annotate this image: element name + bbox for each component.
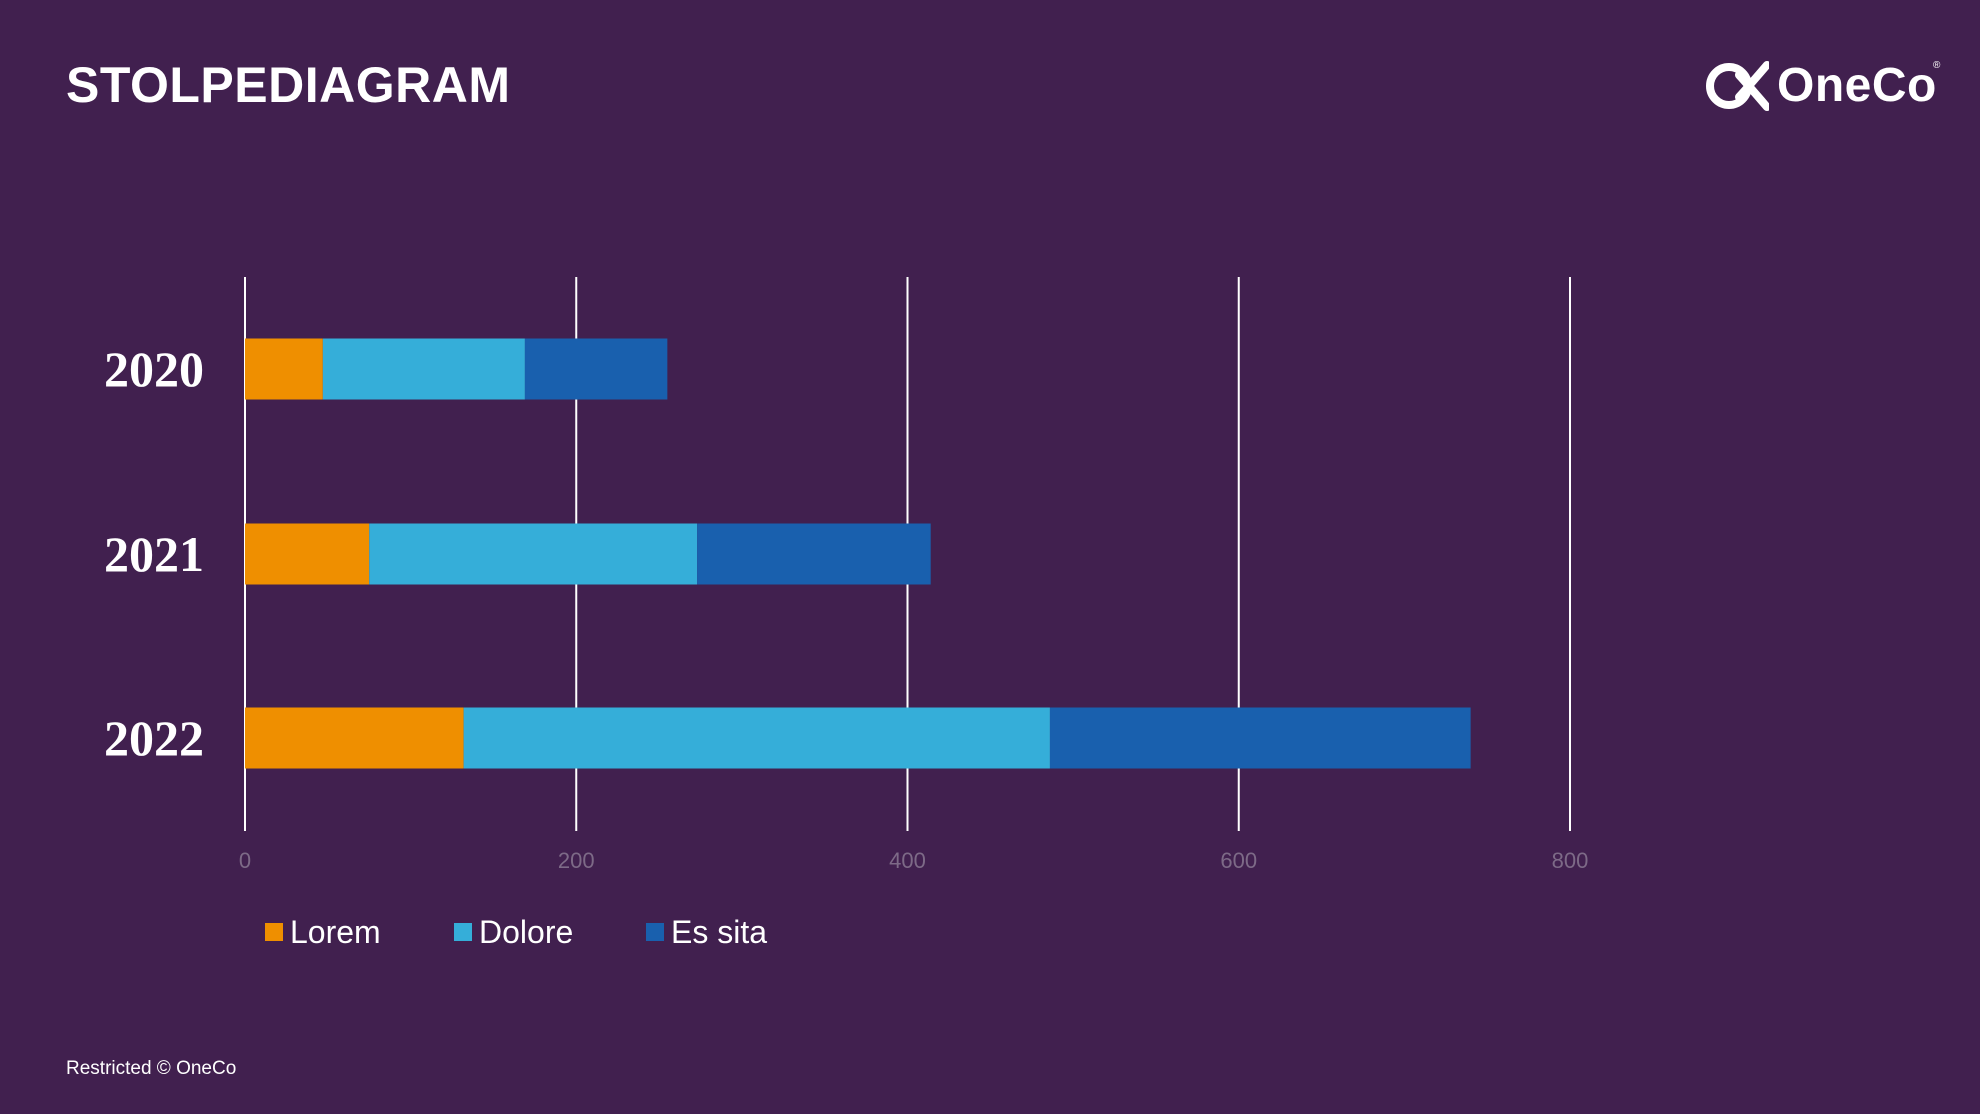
legend-label: Lorem <box>290 914 381 950</box>
bar-segment <box>1049 707 1471 769</box>
category-label: 2021 <box>104 526 204 582</box>
bar-segment <box>245 338 323 400</box>
legend-label: Dolore <box>479 914 573 950</box>
bar-segment <box>369 523 698 585</box>
x-tick-label: 800 <box>1552 848 1589 873</box>
x-tick-label: 400 <box>889 848 926 873</box>
footer-copyright: Restricted © OneCo <box>66 1058 237 1079</box>
page-title: STOLPEDIAGRAM <box>66 57 511 113</box>
legend-swatch <box>265 923 283 941</box>
x-tick-label: 200 <box>558 848 595 873</box>
x-tick-label: 0 <box>239 848 251 873</box>
bar-segment <box>322 338 525 400</box>
bar-segment <box>463 707 1050 769</box>
category-label: 2022 <box>104 710 204 766</box>
registered-mark: ® <box>1933 60 1941 71</box>
oneco-logo: OneCo ® <box>1705 58 1941 113</box>
category-label: 2020 <box>104 341 204 397</box>
bar-segment <box>245 523 370 585</box>
legend-swatch <box>646 923 664 941</box>
x-tick-label: 600 <box>1220 848 1257 873</box>
bar-segment <box>697 523 931 585</box>
legend-swatch <box>454 923 472 941</box>
bar-segment <box>245 707 464 769</box>
logo-wordmark: OneCo <box>1777 59 1937 112</box>
bar-segment <box>524 338 668 400</box>
oneco-logo-mark-icon <box>1706 60 1769 111</box>
legend-label: Es sita <box>671 914 767 950</box>
